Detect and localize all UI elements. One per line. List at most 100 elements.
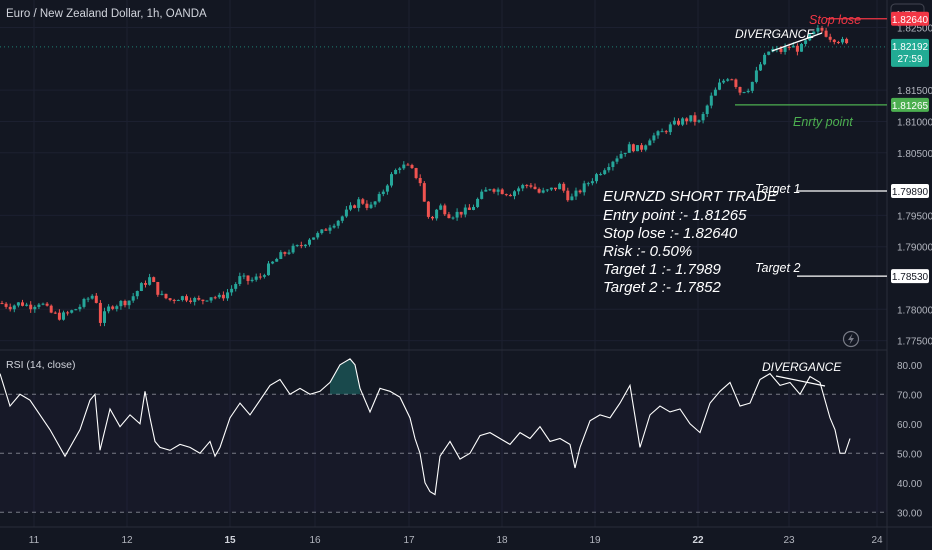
candle: [713, 87, 717, 96]
target2-price-tag-bg: [891, 269, 929, 284]
price-tick-label: 1.81500: [897, 86, 932, 97]
candle-body: [303, 244, 307, 247]
candle: [328, 224, 332, 234]
candle-body: [488, 189, 492, 191]
candle-body: [820, 27, 824, 31]
time-tick-label: 15: [224, 535, 236, 546]
candle: [308, 238, 311, 247]
candle: [472, 204, 475, 211]
candle: [291, 243, 295, 254]
candle: [615, 155, 619, 165]
candle: [672, 117, 676, 126]
candle: [763, 52, 767, 66]
candle: [287, 249, 291, 255]
candle: [353, 204, 357, 209]
rsi-axis[interactable]: 80.00 70.00 60.00 50.00 40.00 30.00: [897, 361, 922, 520]
candle-body: [361, 199, 365, 204]
candle: [12, 304, 16, 313]
price-tick-label: 1.82500: [897, 24, 932, 35]
candle-body: [344, 209, 348, 217]
lightning-icon[interactable]: [842, 330, 860, 348]
target2-label: Target 2: [755, 261, 800, 275]
candle: [258, 273, 262, 280]
candle-body: [582, 183, 586, 193]
candle-body: [324, 229, 328, 231]
candle: [431, 216, 434, 221]
candle: [316, 231, 320, 240]
candle-body: [431, 216, 434, 219]
candle: [545, 189, 549, 193]
rsi-tick-label: 70.00: [897, 390, 922, 401]
candle-body: [713, 89, 717, 96]
candle-body: [496, 189, 500, 192]
candle-body: [78, 306, 82, 310]
candle-body: [549, 187, 553, 190]
candle: [123, 299, 127, 308]
candle-body: [742, 92, 746, 94]
candle: [361, 197, 365, 205]
candle-body: [754, 70, 758, 82]
candle: [652, 132, 656, 144]
candle: [230, 285, 234, 296]
candle: [217, 292, 221, 299]
candle-body: [111, 306, 115, 309]
candle-body: [558, 183, 562, 190]
candle-body: [533, 186, 537, 190]
candle: [25, 302, 29, 307]
candle-body: [205, 300, 209, 302]
candle: [254, 273, 258, 282]
target1-label: Target 1: [755, 182, 800, 196]
candle: [238, 272, 242, 287]
candle-body: [648, 140, 652, 146]
candle-body: [250, 279, 254, 281]
candle-body: [463, 207, 467, 215]
candle: [828, 33, 832, 43]
candle-body: [353, 205, 357, 208]
candle: [344, 206, 348, 218]
candle: [406, 162, 410, 166]
candle: [623, 152, 627, 157]
stop-price-tag-bg: [891, 11, 929, 26]
candle-body: [308, 239, 311, 245]
candle-body: [144, 283, 147, 285]
time-tick-label: 12: [121, 535, 133, 546]
candle-body: [685, 118, 689, 122]
candle: [385, 184, 389, 195]
candle-body: [693, 115, 697, 122]
candle: [607, 163, 611, 173]
price-axis[interactable]: 1.82500 1.81500 1.81000 1.80500 1.79500 1.790…: [897, 24, 932, 348]
candle-body: [385, 185, 389, 192]
candle: [234, 282, 238, 292]
candle-body: [763, 54, 767, 65]
candle-body: [242, 275, 246, 277]
candle: [611, 160, 615, 171]
target1-price-tag-bg: [891, 183, 929, 198]
candle: [37, 303, 41, 309]
candle: [176, 299, 180, 302]
candle-body: [590, 181, 594, 184]
time-tick-label: 16: [309, 535, 321, 546]
candle-body: [267, 263, 270, 276]
candle: [619, 150, 623, 159]
candle: [541, 187, 545, 194]
candle-body: [21, 302, 24, 306]
candle-body: [615, 158, 619, 162]
divergence-label-rsi: DIVERGANCE: [762, 360, 842, 374]
time-axis[interactable]: 11 12 15 16 17 18 19 22 23 24: [29, 535, 883, 546]
candle-body: [402, 164, 406, 169]
candle-body: [574, 190, 578, 197]
candle: [303, 244, 307, 248]
candle: [103, 307, 106, 327]
candle: [750, 81, 754, 94]
candle: [504, 193, 508, 197]
rsi-pane: [0, 358, 887, 513]
candle: [168, 297, 172, 302]
candle-body: [406, 164, 410, 166]
candle-body: [90, 295, 94, 299]
candle-body: [230, 288, 234, 293]
price-tick-label: 1.77500: [897, 337, 932, 348]
candle-body: [435, 209, 439, 219]
candle: [201, 299, 205, 305]
